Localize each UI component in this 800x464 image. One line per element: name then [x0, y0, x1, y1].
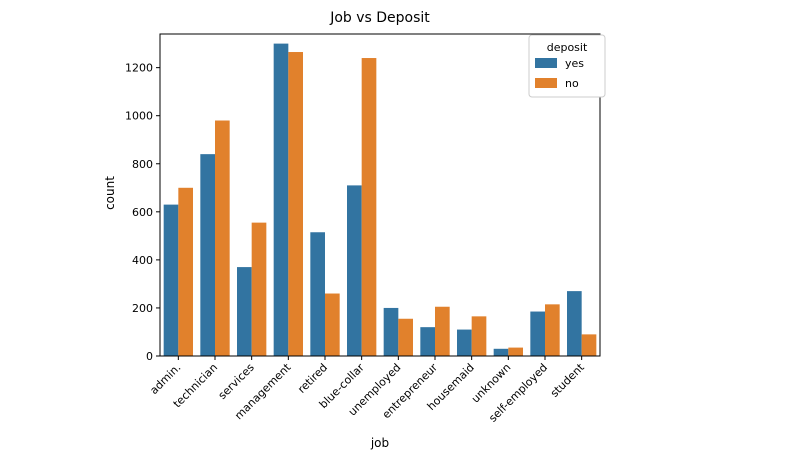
legend-label-no: no [565, 77, 579, 90]
bar-yes-blue-collar [347, 185, 362, 356]
bar-yes-unknown [493, 348, 509, 356]
bar-yes-student [567, 291, 582, 356]
legend: deposit yes no [528, 34, 606, 98]
x-axis-label: job [370, 436, 389, 450]
x-tick-label: retired [295, 361, 330, 396]
bar-no-services [251, 222, 267, 356]
legend-swatch-no [535, 78, 557, 88]
bar-yes-housemaid [457, 329, 472, 356]
y-tick-label: 800 [132, 158, 153, 171]
bar-no-admin [178, 187, 193, 356]
legend-title: deposit [547, 41, 588, 54]
bars-group [163, 43, 597, 357]
bar-yes-entrepreneur [420, 327, 435, 356]
bar-no-unknown [508, 347, 523, 356]
bar-no-housemaid [471, 316, 487, 356]
y-tick-label: 400 [132, 254, 153, 267]
bar-no-retired [325, 293, 340, 356]
bar-yes-retired [310, 232, 325, 356]
bar-no-entrepreneur [435, 306, 450, 356]
y-tick-label: 1200 [125, 62, 153, 75]
bar-yes-unemployed [383, 307, 399, 356]
bar-yes-services [237, 267, 252, 356]
bar-no-management [288, 52, 303, 357]
bar-yes-admin [163, 204, 179, 356]
legend-entries: yes no [535, 57, 584, 90]
y-tick-label: 1000 [125, 110, 153, 123]
x-tick-label: student [548, 360, 587, 399]
x-tick-label: admin. [147, 361, 183, 397]
bar-no-blue-collar [361, 58, 377, 356]
y-tick-label: 0 [146, 350, 153, 363]
y-tick-label: 200 [132, 302, 153, 315]
y-axis-label: count [103, 176, 117, 210]
bar-yes-technician [200, 154, 215, 356]
bar-yes-self-employed [530, 311, 545, 356]
bar-no-self-employed [545, 304, 560, 356]
bar-no-student [581, 334, 597, 356]
bar-no-unemployed [398, 318, 413, 356]
bar-no-technician [215, 120, 230, 356]
y-tick-label: 600 [132, 206, 153, 219]
bar-yes-management [273, 43, 289, 357]
plot-frame [159, 33, 601, 357]
legend-swatch-yes [535, 58, 557, 68]
chart-title: Job vs Deposit [329, 10, 430, 26]
legend-label-yes: yes [565, 57, 584, 70]
